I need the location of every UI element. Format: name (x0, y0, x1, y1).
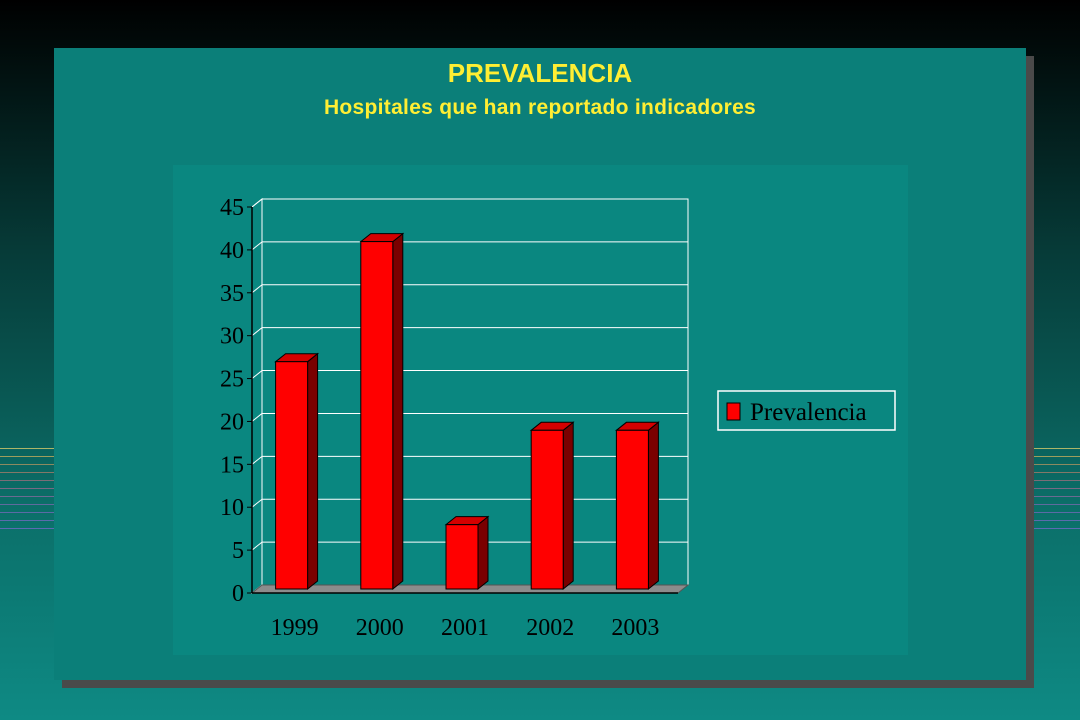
y-tick-label: 45 (220, 195, 244, 221)
decorative-stripes-right (1020, 448, 1080, 618)
bar (360, 241, 394, 590)
y-tick-label: 20 (220, 409, 244, 435)
y-tick-label: 25 (220, 367, 244, 393)
gridline-depth (251, 370, 263, 379)
y-tick-label: 40 (220, 238, 244, 264)
bar (530, 429, 564, 590)
bar (445, 524, 479, 590)
bar-side (477, 515, 489, 591)
legend-box (717, 390, 896, 431)
gridline-depth (251, 241, 263, 251)
bar (615, 429, 649, 590)
slide-title: PREVALENCIA (447, 58, 633, 88)
gridline-depth (251, 455, 263, 465)
bar-side (647, 421, 659, 591)
slide-subtitle: Hospitales que han reportado indicadores (323, 96, 757, 119)
bar-chart: 0 5 10 15 20 25 30 35 40 45 1999 2000 2001 2002 2003 Pr… (220, 195, 896, 641)
gridline-depth (251, 498, 263, 508)
legend-swatch (726, 402, 741, 421)
gridline-depth (251, 413, 263, 422)
x-tick-label: 2003 (611, 615, 659, 641)
gridline-depth (251, 327, 263, 337)
gridline-depth (251, 284, 263, 294)
slide-panel: PREVALENCIA Hospitales que han reportado… (54, 48, 1026, 680)
y-tick-label: 5 (232, 538, 244, 564)
gridline-depth (251, 198, 263, 208)
y-tick-label: 10 (220, 495, 244, 521)
y-tick-label: 0 (232, 581, 244, 607)
bar-side (307, 352, 319, 591)
y-tick-label: 30 (220, 324, 244, 350)
x-tick-label: 2002 (526, 615, 574, 641)
x-tick-label: 1999 (271, 615, 319, 641)
x-tick-label: 2001 (441, 615, 489, 641)
bar (275, 361, 309, 590)
legend-label: Prevalencia (750, 399, 867, 426)
bar-side (562, 421, 574, 591)
y-tick-label: 15 (220, 452, 244, 478)
y-tick-label: 35 (220, 281, 244, 307)
bar-side (392, 232, 404, 591)
gridline-depth (251, 541, 263, 551)
chart-area: 0 5 10 15 20 25 30 35 40 45 1999 2000 2001 2002 2003 Pr… (173, 165, 908, 655)
decorative-stripes-left (0, 448, 60, 618)
x-tick-label: 2000 (356, 615, 404, 641)
plot-side-wall (251, 197, 263, 595)
